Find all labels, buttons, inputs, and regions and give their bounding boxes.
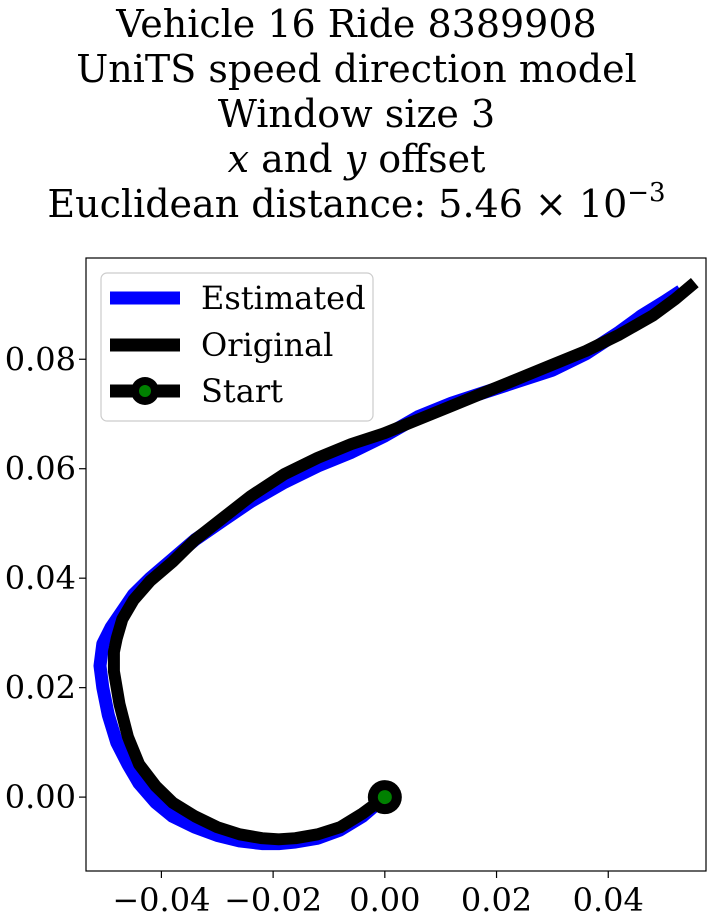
x-tick-label: 0.00 (349, 881, 420, 919)
title-offset: offset (366, 137, 486, 181)
y-tick-label: 0.02 (5, 669, 76, 707)
x-tick-label: 0.02 (461, 881, 532, 919)
title-exponent: −3 (627, 178, 666, 208)
x-tick-label: −0.04 (112, 881, 210, 919)
y-tick-label: 0.08 (5, 340, 76, 378)
series-layer (93, 278, 699, 851)
title-line-1: Vehicle 16 Ride 8389908 (116, 2, 597, 46)
legend-start-marker-fill (139, 385, 151, 397)
y-tick-label: 0.00 (5, 778, 76, 816)
title-line-3: Window size 3 (217, 92, 496, 136)
series-line-original (107, 278, 699, 846)
legend: Estimated Original Start (100, 272, 374, 422)
legend-original-label: Original (201, 326, 333, 364)
legend-box (100, 272, 374, 422)
tick-layer: −0.04 −0.02 0.00 0.02 0.04 0.00 0.02 0.04 0.06 0.… (5, 340, 644, 919)
x-tick-label: −0.02 (224, 881, 322, 919)
axes-frame (85, 257, 707, 872)
y-tick-label: 0.06 (5, 450, 76, 488)
title-and: and (249, 137, 345, 181)
x-tick-label: 0.04 (573, 881, 644, 919)
title-line-4: x and y offset (0, 137, 713, 182)
title-distance: Euclidean distance: 5.46 (47, 182, 523, 226)
y-tick-label: 0.04 (5, 559, 76, 597)
legend-estimated-label: Estimated (201, 279, 366, 317)
chart-title: Vehicle 16 Ride 8389908 UniTS speed dire… (0, 0, 713, 227)
title-times: × 10 (522, 182, 628, 226)
title-x-var: x (227, 137, 250, 181)
title-y-var: y (344, 137, 367, 181)
legend-start-label: Start (201, 372, 283, 410)
title-line-5: Euclidean distance: 5.46 × 10−3 (0, 180, 713, 227)
start-marker-fill (377, 790, 392, 805)
title-line-2: UniTS speed direction model (76, 47, 637, 91)
